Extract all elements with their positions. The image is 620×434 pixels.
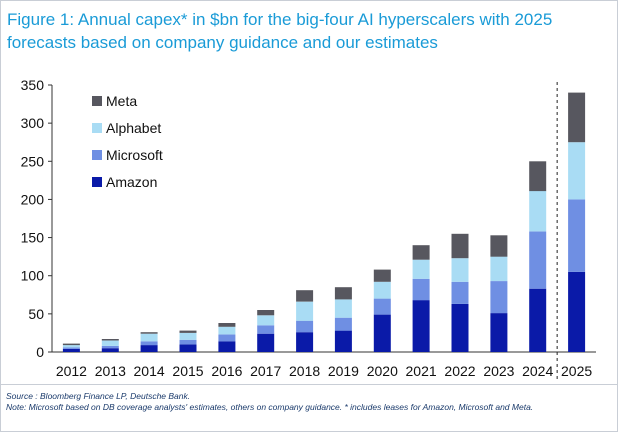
- bar-amazon-2025: [568, 272, 585, 352]
- x-tick-label: 2018: [289, 363, 320, 379]
- stacked-bar-chart: 050100150200250300350 2012 2013 2014 2015 20…: [0, 0, 620, 434]
- bar-alphabet-2016: [218, 327, 235, 335]
- bar-amazon-2017: [257, 334, 274, 352]
- bar-meta-2018: [296, 290, 313, 301]
- bar-microsoft-2025: [568, 199, 585, 272]
- legend-label-alphabet: Alphabet: [106, 120, 161, 136]
- legend-label-meta: Meta: [106, 93, 137, 109]
- x-tick-label: 2015: [172, 363, 203, 379]
- bar-meta-2012: [63, 344, 80, 346]
- bar-microsoft-2022: [452, 282, 469, 304]
- bar-amazon-2019: [335, 331, 352, 352]
- bar-amazon-2014: [141, 345, 158, 352]
- bar-microsoft-2019: [335, 318, 352, 331]
- x-tick-label: 2020: [367, 363, 398, 379]
- legend-label-amazon: Amazon: [106, 174, 157, 190]
- x-tick-label: 2025: [561, 363, 592, 379]
- bar-microsoft-2017: [257, 325, 274, 333]
- y-tick-label: 150: [21, 230, 45, 246]
- bar-alphabet-2024: [529, 191, 546, 231]
- bar-alphabet-2019: [335, 299, 352, 317]
- bar-meta-2019: [335, 287, 352, 299]
- bar-alphabet-2017: [257, 315, 274, 325]
- bar-meta-2020: [374, 270, 391, 282]
- bar-meta-2023: [490, 235, 507, 256]
- bar-microsoft-2018: [296, 321, 313, 332]
- bar-microsoft-2015: [180, 340, 197, 345]
- bar-meta-2022: [452, 234, 469, 258]
- bar-microsoft-2016: [218, 335, 235, 342]
- bar-amazon-2020: [374, 315, 391, 352]
- bar-amazon-2022: [452, 304, 469, 352]
- bar-amazon-2023: [490, 313, 507, 352]
- x-tick-label: 2023: [483, 363, 514, 379]
- bar-microsoft-2020: [374, 299, 391, 315]
- x-tick-label: 2017: [250, 363, 281, 379]
- x-tick-label: 2016: [211, 363, 242, 379]
- x-tick-label: 2024: [522, 363, 553, 379]
- bar-microsoft-2014: [141, 341, 158, 345]
- bar-amazon-2013: [102, 348, 119, 352]
- bar-alphabet-2025: [568, 142, 585, 199]
- bar-meta-2021: [413, 245, 430, 260]
- y-tick-label: 50: [28, 306, 44, 322]
- bar-alphabet-2022: [452, 258, 469, 282]
- bar-amazon-2012: [63, 349, 80, 352]
- bar-amazon-2016: [218, 341, 235, 352]
- bar-alphabet-2020: [374, 282, 391, 299]
- y-tick-label: 200: [21, 191, 45, 207]
- bar-alphabet-2013: [102, 341, 119, 346]
- footer-separator: [0, 384, 618, 385]
- bar-alphabet-2014: [141, 334, 158, 342]
- legend-swatch-alphabet: [92, 123, 102, 133]
- bar-amazon-2015: [180, 344, 197, 352]
- bar-alphabet-2015: [180, 333, 197, 340]
- bar-meta-2013: [102, 339, 119, 341]
- y-tick-label: 100: [21, 268, 45, 284]
- legend-swatch-meta: [92, 96, 102, 106]
- bar-microsoft-2012: [63, 347, 80, 349]
- x-tick-label: 2012: [56, 363, 87, 379]
- legend-swatch-amazon: [92, 177, 102, 187]
- bar-meta-2015: [180, 331, 197, 333]
- bar-meta-2014: [141, 332, 158, 334]
- x-tick-label: 2021: [406, 363, 437, 379]
- x-tick-label: 2019: [328, 363, 359, 379]
- legend: Meta Alphabet Microsoft Amazon: [92, 93, 163, 190]
- y-tick-label: 0: [36, 344, 44, 360]
- bar-alphabet-2021: [413, 260, 430, 279]
- y-tick-label: 250: [21, 153, 45, 169]
- legend-label-microsoft: Microsoft: [106, 147, 163, 163]
- bar-meta-2025: [568, 93, 585, 143]
- y-tick-label: 300: [21, 115, 45, 131]
- bar-alphabet-2018: [296, 302, 313, 321]
- y-tick-label: 350: [21, 77, 45, 93]
- bar-meta-2017: [257, 310, 274, 315]
- bar-microsoft-2021: [413, 279, 430, 300]
- bar-meta-2016: [218, 323, 235, 327]
- y-axis-ticks: 0 50 100 150 200 250 300 350: [21, 77, 52, 360]
- bar-alphabet-2023: [490, 257, 507, 281]
- bar-microsoft-2013: [102, 346, 119, 348]
- legend-swatch-microsoft: [92, 150, 102, 160]
- x-tick-label: 2022: [444, 363, 475, 379]
- bar-microsoft-2024: [529, 232, 546, 289]
- bar-microsoft-2023: [490, 281, 507, 313]
- source-text: Source : Bloomberg Finance LP, Deutsche …: [6, 391, 190, 401]
- x-tick-label: 2014: [134, 363, 165, 379]
- x-axis-ticks: 2012 2013 2014 2015 2016 2017 2018 2019 2020 2021…: [56, 363, 593, 379]
- x-tick-label: 2013: [95, 363, 126, 379]
- bar-meta-2024: [529, 161, 546, 191]
- bar-amazon-2024: [529, 289, 546, 352]
- note-text: Note: Microsoft based on DB coverage ana…: [6, 402, 533, 412]
- bar-alphabet-2012: [63, 345, 80, 347]
- bar-amazon-2021: [413, 300, 430, 352]
- bar-amazon-2018: [296, 332, 313, 352]
